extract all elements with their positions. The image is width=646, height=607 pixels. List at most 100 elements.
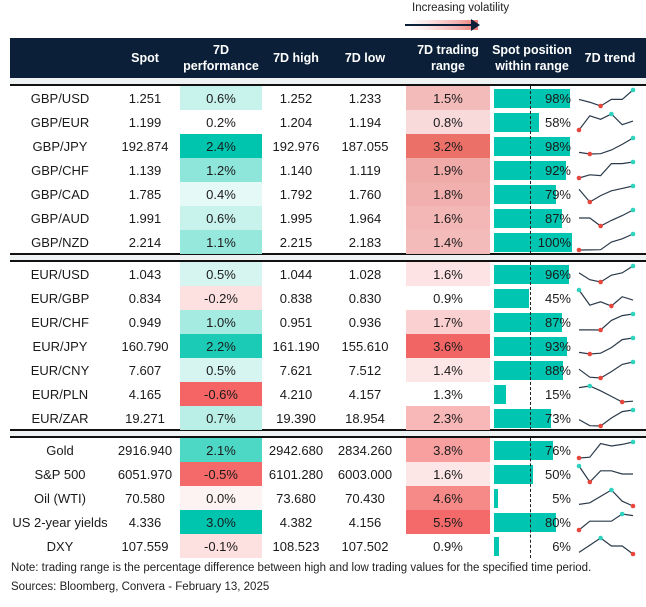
position-label: 96% <box>544 266 571 282</box>
cell-range: 1.8% <box>406 182 490 206</box>
trend-max-marker <box>630 87 636 93</box>
trend-line <box>578 89 634 107</box>
trend-min-marker <box>598 375 603 381</box>
cell-low: 155.610 <box>341 338 389 354</box>
arrow-head-icon <box>471 19 480 31</box>
sources: Sources: Bloomberg, Convera - February 1… <box>11 581 270 593</box>
trend-min-marker <box>587 351 593 357</box>
position-label: 45% <box>544 290 571 306</box>
position-bar <box>494 409 551 428</box>
trend-min-marker <box>630 551 636 557</box>
cell-low: 0.936 <box>348 314 382 330</box>
position-label: 88% <box>544 362 571 378</box>
trend-min-marker <box>598 103 603 109</box>
table-row: GBP/CAD 1.785 0.4% 1.792 1.760 1.8% 79% <box>10 182 646 206</box>
cell-high: 4.210 <box>279 386 313 402</box>
cell-perf: 0.6% <box>180 206 262 230</box>
cell-spot: 6051.970 <box>117 466 173 482</box>
position-bar <box>494 89 571 108</box>
cell-range: 1.9% <box>406 158 490 182</box>
cell-low: 1.760 <box>348 186 382 202</box>
position-bar <box>494 137 571 156</box>
table-row: GBP/CHF 1.139 1.2% 1.140 1.119 1.9% 92% <box>10 158 646 182</box>
cell-low: 18.954 <box>345 410 385 426</box>
cell-high: 2.215 <box>279 234 313 250</box>
position-bar <box>494 537 499 556</box>
cell-low: 1.194 <box>348 114 382 130</box>
cell-low: 70.430 <box>345 490 385 506</box>
trend-line <box>578 385 634 403</box>
cell-low: 2.183 <box>348 234 382 250</box>
cell-range: 3.2% <box>406 134 490 158</box>
cell-perf: 0.7% <box>180 406 262 430</box>
trend-max-marker <box>609 111 614 117</box>
cell-spot: 7.607 <box>128 362 162 378</box>
cell-name: US 2-year yields <box>12 514 108 530</box>
cell-spot: 160.790 <box>121 338 169 354</box>
cell-perf: 3.0% <box>180 510 262 534</box>
section-divider <box>10 436 646 438</box>
trend-min-marker <box>609 303 614 309</box>
section-divider <box>10 253 646 255</box>
header-performance: 7D performance <box>183 43 259 73</box>
table-header: Spot 7D performance 7D high 7D low 7D tr… <box>10 38 646 78</box>
cell-perf: 0.5% <box>180 262 262 286</box>
position-bar <box>494 161 566 180</box>
trend-sparkline <box>576 511 634 533</box>
trend-line <box>578 409 634 427</box>
cell-low: 187.055 <box>341 138 389 154</box>
position-label: 80% <box>544 514 571 530</box>
cell-high: 2942.680 <box>268 442 324 458</box>
trend-min-marker <box>576 455 582 461</box>
midpoint-dashed-line <box>530 438 531 558</box>
cell-name: EUR/ZAR <box>31 410 89 426</box>
position-bar <box>494 185 556 204</box>
position-bar <box>494 289 530 308</box>
table-row: Oil (WTI) 70.580 0.0% 73.680 70.430 4.6% 5% <box>10 486 646 510</box>
trend-max-marker <box>630 335 636 341</box>
cell-perf: 1.2% <box>180 158 262 182</box>
trend-sparkline <box>578 263 636 285</box>
position-bar <box>494 489 498 508</box>
trend-sparkline <box>576 231 636 253</box>
trend-line <box>579 313 634 331</box>
cell-name: EUR/GBP <box>30 290 90 306</box>
trend-sparkline <box>579 207 636 229</box>
trend-sparkline <box>576 159 636 181</box>
cell-name: EUR/CNY <box>30 362 90 378</box>
trend-sparkline <box>578 135 636 157</box>
cell-name: EUR/CHF <box>31 314 89 330</box>
trend-line <box>578 441 634 459</box>
table-row: EUR/CHF 0.949 1.0% 0.951 0.936 1.7% 87% <box>10 310 646 334</box>
trend-min-marker <box>587 479 593 485</box>
trend-line <box>578 513 634 531</box>
cell-range: 3.6% <box>406 334 490 358</box>
cell-high: 1.140 <box>279 162 313 178</box>
trend-sparkline <box>576 439 636 461</box>
trend-max-marker <box>630 359 636 365</box>
cell-range: 0.9% <box>406 286 490 310</box>
header-spot: Spot <box>131 51 159 65</box>
table-row: US 2-year yields 4.336 3.0% 4.382 4.156 5.5% 8… <box>10 510 646 534</box>
cell-name: GBP/JPY <box>32 138 88 154</box>
cell-name: GBP/NZD <box>31 234 89 250</box>
trend-max-marker <box>630 183 636 189</box>
cell-spot: 1.043 <box>128 266 162 282</box>
cell-perf: 0.6% <box>180 86 262 110</box>
trend-sparkline <box>578 183 636 205</box>
cell-range: 4.6% <box>406 486 490 510</box>
trend-sparkline <box>578 535 636 557</box>
trend-line <box>578 337 634 355</box>
cell-low: 107.502 <box>341 538 389 554</box>
cell-high: 19.390 <box>276 410 316 426</box>
trend-line <box>578 161 634 179</box>
cell-range: 1.3% <box>406 382 490 406</box>
trend-sparkline <box>576 463 633 485</box>
header-trend: 7D trend <box>584 51 636 65</box>
position-label: 5% <box>552 490 571 506</box>
midpoint-dashed-line <box>530 86 531 254</box>
cell-spot: 1.785 <box>128 186 162 202</box>
trend-sparkline <box>579 311 636 333</box>
cell-high: 73.680 <box>276 490 316 506</box>
header-position: Spot position within range <box>492 43 572 73</box>
